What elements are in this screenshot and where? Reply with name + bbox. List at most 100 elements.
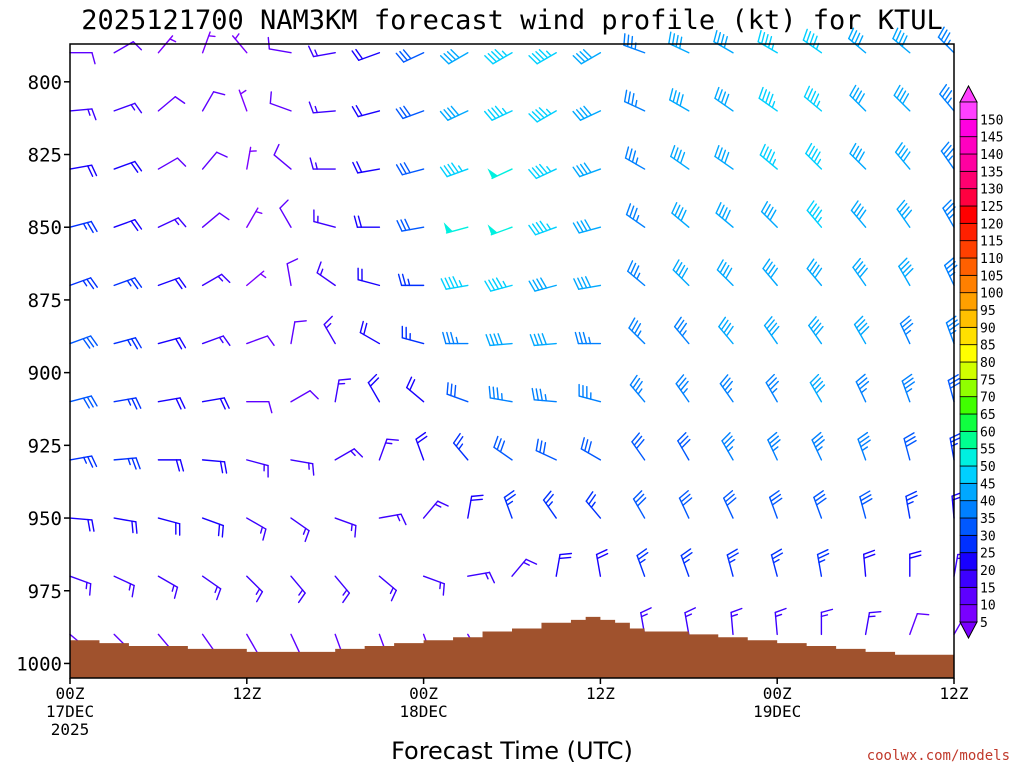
colorbar-swatch bbox=[959, 292, 978, 311]
colorbar-swatch bbox=[959, 482, 978, 502]
wind-barb bbox=[669, 88, 690, 112]
y-axis: 800 825 850 875 900 925 950 975 1000 bbox=[16, 72, 70, 675]
wind-barb bbox=[675, 374, 690, 403]
wind-barb bbox=[290, 459, 315, 476]
wind-barb bbox=[758, 86, 778, 112]
wind-barb bbox=[201, 335, 231, 347]
wind-barb bbox=[528, 220, 557, 236]
colorbar-label: 125 bbox=[980, 200, 1003, 215]
wind-barb bbox=[238, 89, 248, 112]
wind-barb bbox=[378, 513, 407, 526]
plot-frame bbox=[69, 43, 955, 679]
wind-barb bbox=[909, 550, 922, 577]
wind-barb bbox=[937, 26, 955, 54]
colorbar-swatch bbox=[959, 257, 978, 276]
wind-barb bbox=[378, 575, 397, 602]
wind-barb bbox=[848, 27, 867, 54]
wind-barb bbox=[535, 438, 557, 461]
wind-barb bbox=[307, 45, 336, 58]
wind-barb bbox=[334, 575, 351, 604]
wind-barb bbox=[313, 209, 336, 228]
colorbar-top-arrow bbox=[959, 84, 978, 103]
wind-barb bbox=[905, 490, 918, 519]
wind-barb bbox=[853, 315, 870, 345]
wind-barb bbox=[668, 31, 690, 54]
wind-barb bbox=[334, 448, 364, 461]
colorbar: 5 10 15 20 25 30 35 40 45 50 55 60 65 70 75 80 85 90 95 100… bbox=[959, 84, 1003, 640]
plot-area bbox=[70, 44, 954, 678]
wind-barb bbox=[351, 48, 381, 61]
wind-barb bbox=[628, 317, 646, 345]
wind-barb bbox=[585, 491, 602, 519]
colorbar-swatch bbox=[959, 136, 978, 155]
x-tick-label: 19DEC bbox=[753, 702, 801, 721]
chart-title: 2025121700 NAM3KM forecast wind profile … bbox=[81, 5, 943, 36]
wind-barb bbox=[308, 101, 336, 114]
wind-barb bbox=[572, 219, 602, 234]
wind-barb bbox=[113, 517, 138, 534]
x-axis-label: Forecast Time (UTC) bbox=[391, 737, 633, 765]
colorbar-swatch bbox=[959, 569, 978, 588]
wind-barb bbox=[246, 575, 264, 603]
wind-barb bbox=[484, 277, 513, 292]
wind-barb bbox=[290, 320, 307, 345]
wind-barb bbox=[397, 273, 425, 287]
wind-barb bbox=[811, 431, 825, 461]
wind-barb bbox=[719, 374, 734, 403]
colorbar-label: 30 bbox=[980, 529, 996, 544]
wind-barb bbox=[903, 432, 917, 461]
wind-barb bbox=[157, 96, 186, 112]
wind-barb bbox=[484, 48, 513, 65]
wind-barb bbox=[69, 277, 98, 290]
wind-barb bbox=[680, 548, 693, 577]
wind-barb bbox=[485, 333, 513, 347]
wind-barb bbox=[279, 199, 292, 228]
y-tick-label: 1000 bbox=[16, 653, 62, 675]
x-tick-label: 17DEC bbox=[46, 702, 94, 721]
wind-barb bbox=[718, 316, 734, 345]
wind-barb bbox=[580, 437, 602, 461]
credit-text: coolwx.com/models bbox=[867, 748, 1010, 764]
wind-barb bbox=[323, 315, 336, 345]
y-tick-label: 975 bbox=[28, 581, 62, 603]
wind-barb bbox=[157, 459, 185, 472]
y-tick-label: 875 bbox=[28, 290, 62, 312]
wind-barb bbox=[487, 224, 513, 236]
colorbar-label: 115 bbox=[980, 235, 1003, 250]
wind-barb bbox=[625, 203, 646, 228]
colorbar-swatch bbox=[959, 222, 978, 242]
wind-barb bbox=[857, 431, 871, 461]
colorbar-swatch bbox=[959, 153, 978, 172]
wind-barb bbox=[573, 276, 602, 290]
colorbar-label: 25 bbox=[980, 547, 996, 562]
wind-barb bbox=[69, 52, 96, 65]
wind-barb bbox=[859, 490, 873, 519]
wind-barb bbox=[529, 333, 557, 347]
wind-barb bbox=[947, 374, 961, 403]
wind-barb bbox=[636, 548, 649, 577]
wind-barb bbox=[157, 157, 187, 170]
colorbar-swatch bbox=[959, 465, 978, 484]
wind-barb bbox=[949, 432, 962, 461]
wind-barb bbox=[446, 382, 469, 403]
wind-barb bbox=[246, 335, 275, 347]
wind-barb bbox=[395, 49, 425, 63]
colorbar-label: 135 bbox=[980, 165, 1003, 180]
colorbar-swatch bbox=[959, 534, 978, 554]
wind-barb bbox=[246, 459, 269, 478]
wind-barb bbox=[909, 613, 930, 636]
wind-barb bbox=[201, 273, 231, 287]
wind-barb bbox=[69, 335, 98, 349]
wind-barb bbox=[401, 325, 425, 345]
wind-barb bbox=[806, 258, 823, 287]
wind-barb bbox=[632, 490, 647, 519]
wind-barb bbox=[849, 142, 867, 170]
x-tick-label: 2025 bbox=[51, 720, 90, 739]
wind-barb bbox=[806, 200, 823, 228]
wind-barb bbox=[899, 315, 914, 345]
wind-barb bbox=[69, 108, 97, 121]
wind-barb bbox=[467, 494, 484, 519]
x-tick-label: 12Z bbox=[232, 684, 261, 703]
wind-barb bbox=[201, 517, 224, 538]
wind-barb bbox=[763, 316, 780, 345]
